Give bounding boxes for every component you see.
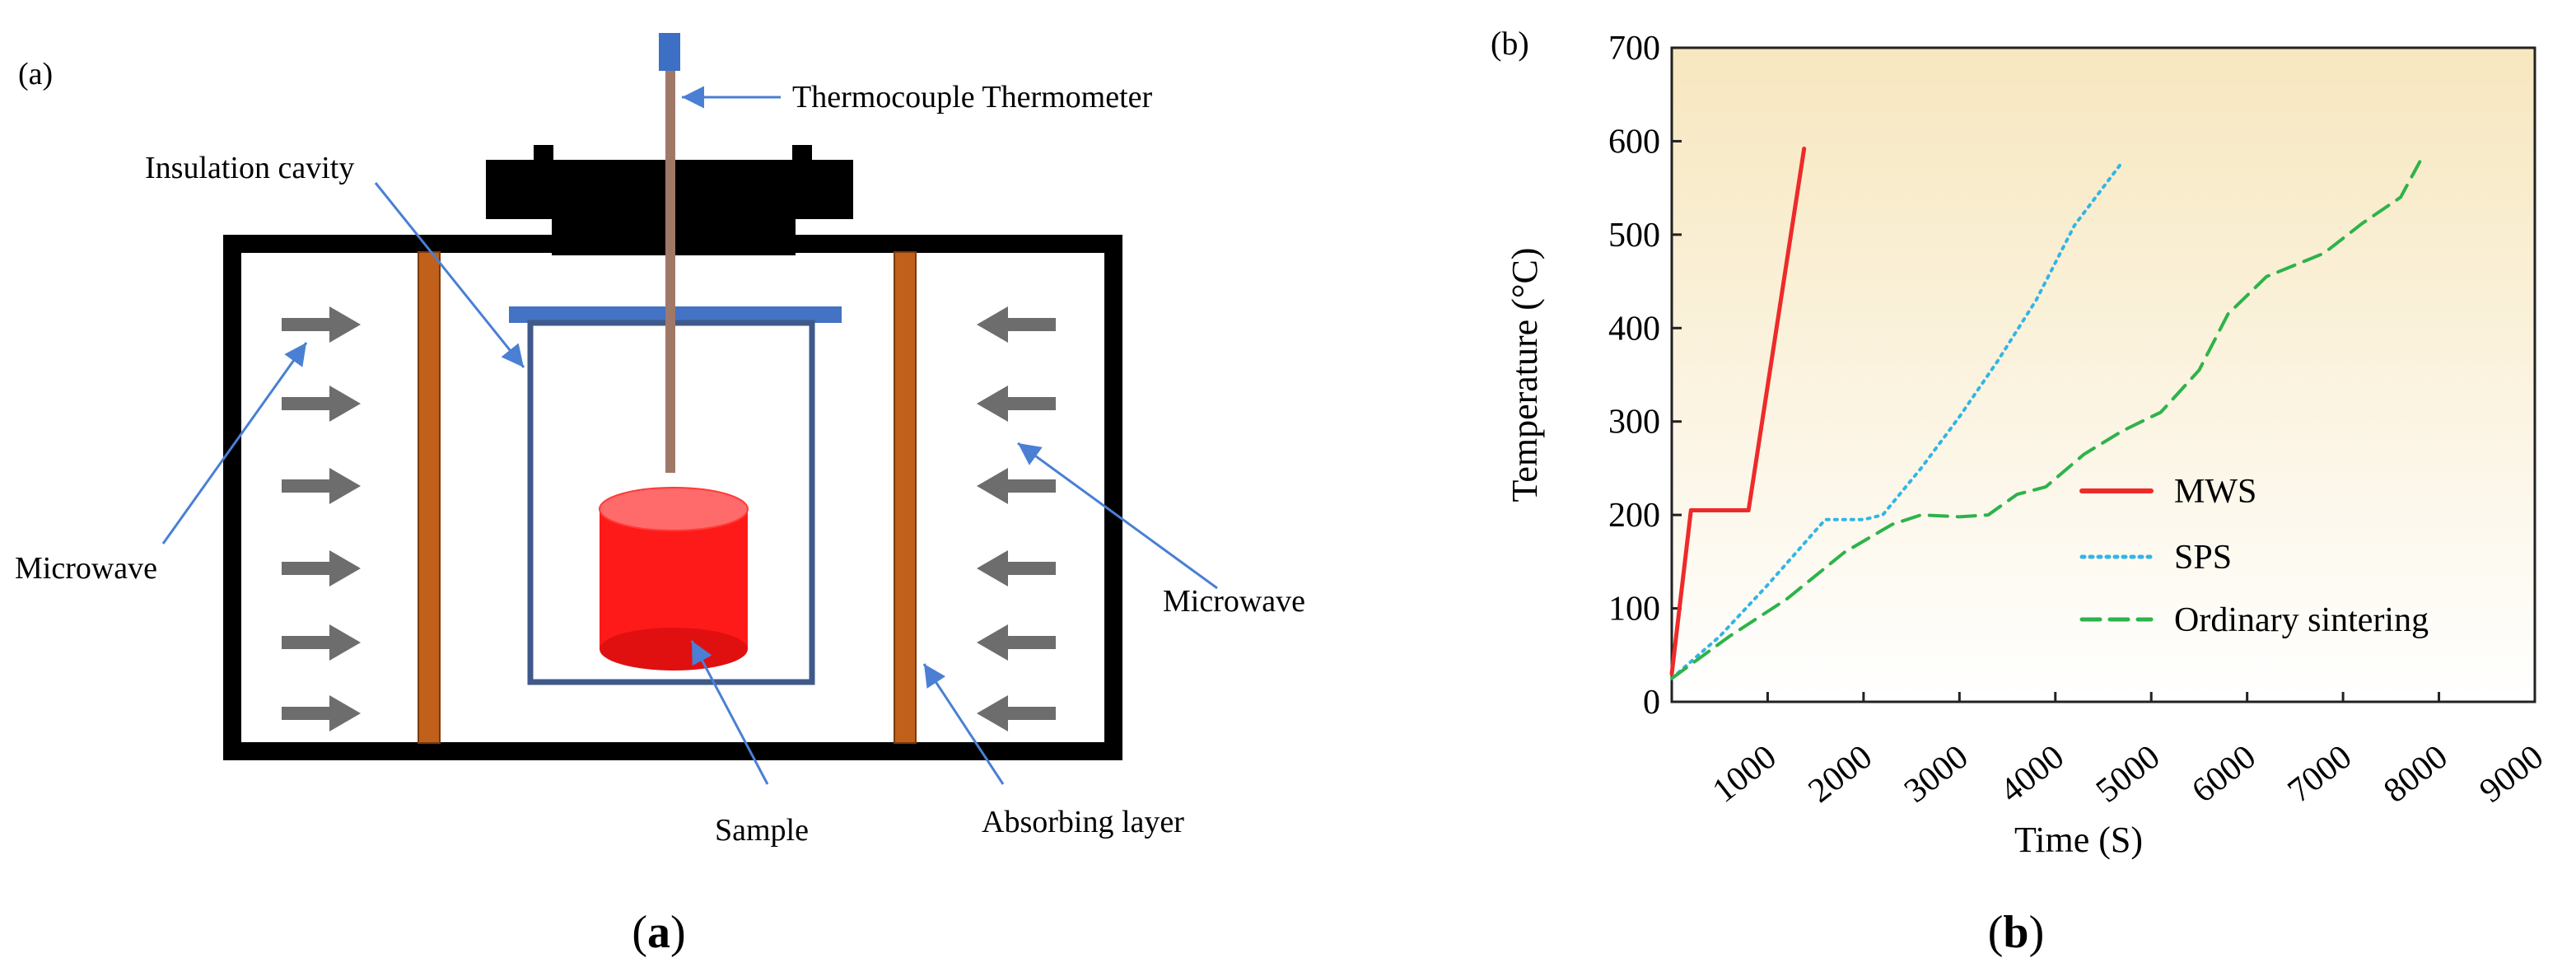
label-absorbing: Absorbing layer xyxy=(982,805,1184,839)
caption-a: (a) xyxy=(632,907,685,958)
series-line-sps xyxy=(1670,160,2125,680)
arrow-right-icon xyxy=(282,386,361,422)
x-tick-label: 9000 xyxy=(2473,738,2551,811)
label-microwave-right: Microwave xyxy=(1163,584,1305,619)
thermocouple-head xyxy=(659,33,680,71)
leader-microwave-left xyxy=(161,342,308,544)
y-tick-label: 700 xyxy=(1608,30,1660,68)
leader-insulation xyxy=(374,182,525,368)
arrow-left-icon xyxy=(977,624,1056,661)
arrow-right-icon xyxy=(282,624,361,661)
arrow-left-icon xyxy=(977,550,1056,586)
x-tick-label: 4000 xyxy=(1994,738,2072,811)
label-thermocouple: Thermocouple Thermometer xyxy=(792,80,1153,114)
y-tick-label: 300 xyxy=(1608,404,1660,442)
y-tick-label: 100 xyxy=(1608,591,1660,629)
y-tick-label: 0 xyxy=(1643,684,1660,722)
x-tick-label: 8000 xyxy=(2377,738,2455,811)
y-tick-label: 400 xyxy=(1608,310,1660,348)
leader-lines xyxy=(161,86,1218,785)
label-sample: Sample xyxy=(715,813,809,848)
thermocouple-rod xyxy=(665,71,675,473)
arrow-left-icon xyxy=(977,695,1056,731)
lid-knob-left xyxy=(534,145,553,163)
plot-area xyxy=(1670,46,2536,703)
leader-sample xyxy=(690,640,769,785)
panel-a-tag: (a) xyxy=(18,57,53,91)
panel-a-diagram: (a) xyxy=(15,33,1305,958)
x-tick-label: 1000 xyxy=(1706,738,1784,811)
y-tick-label: 200 xyxy=(1608,497,1660,535)
x-tick-label: 5000 xyxy=(2089,738,2168,811)
panel-b-tag: (b) xyxy=(1491,25,1529,62)
arrow-left-icon xyxy=(977,386,1056,422)
sample-cylinder xyxy=(599,487,749,671)
arrow-right-icon xyxy=(282,306,361,343)
series-lines xyxy=(1669,147,2422,680)
leader-microwave-right xyxy=(1017,442,1218,590)
series-line-ordinary-sintering xyxy=(1670,160,2422,680)
x-axis-label: Time (S) xyxy=(2014,820,2143,860)
x-tick-label: 7000 xyxy=(2281,738,2359,811)
legend-label-ordinary-sintering: Ordinary sintering xyxy=(2174,601,2429,639)
leader-absorbing xyxy=(922,663,1005,785)
x-tick-label: 3000 xyxy=(1897,738,1976,811)
series-line-mws xyxy=(1669,147,1807,676)
absorbing-layer-left xyxy=(418,251,441,744)
microwave-arrows-left xyxy=(282,306,361,731)
caption-b: (b) xyxy=(1988,907,2044,958)
label-insulation: Insulation cavity xyxy=(145,151,354,185)
label-microwave-left: Microwave xyxy=(15,551,157,586)
x-tick-label: 2000 xyxy=(1802,738,1880,811)
microwave-arrows-right xyxy=(977,306,1056,731)
y-axis-label: Temperature (°C) xyxy=(1505,248,1545,502)
y-tick-label: 600 xyxy=(1608,123,1660,161)
arrow-right-icon xyxy=(282,695,361,731)
legend: MWS SPS Ordinary sintering xyxy=(2079,473,2429,639)
legend-label-sps: SPS xyxy=(2174,539,2232,577)
lid-knob-right xyxy=(792,145,812,163)
arrow-left-icon xyxy=(977,468,1056,504)
absorbing-layer-right xyxy=(894,251,917,744)
y-tick-label: 500 xyxy=(1608,217,1660,255)
x-tick-label: 6000 xyxy=(2185,738,2263,811)
panel-b-chart: (b) 0 100 200 300 400 500 600 700 1000 2000 3000 40… xyxy=(1491,25,2550,958)
legend-label-mws: MWS xyxy=(2174,473,2256,511)
arrow-left-icon xyxy=(977,306,1056,343)
arrow-right-icon xyxy=(282,468,361,504)
arrow-right-icon xyxy=(282,550,361,586)
